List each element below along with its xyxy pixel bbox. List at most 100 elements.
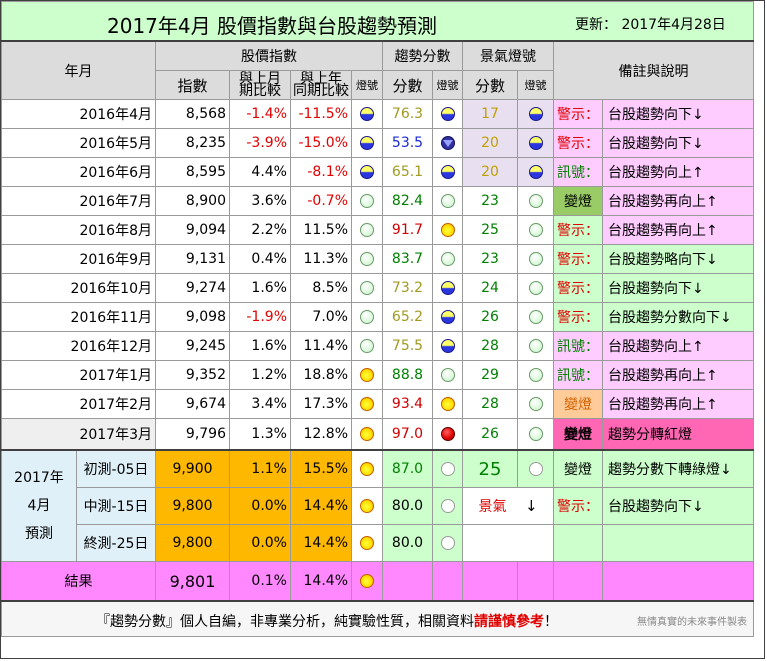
header-trend-light: 燈號: [432, 70, 463, 100]
down-arrow-icon: ↓: [524, 497, 538, 515]
green-light-icon: [517, 186, 554, 216]
row-mom: 3.6%: [229, 186, 291, 216]
note-desc: 台股趨勢略向下↓: [602, 244, 754, 274]
forecast-row: 中測-15日 9,800 0.0% 14.4% 80.0 景氣 ↓ 警示： 台股…: [2, 487, 754, 525]
row-trend-score: 91.7: [382, 215, 433, 245]
row-index: 9,674: [155, 389, 230, 419]
row-trend-score: 88.8: [382, 360, 433, 390]
row-mom: 1.3%: [229, 418, 291, 451]
forecast-row: 終測-25日 9,800 0.0% 14.4% 80.0: [2, 524, 754, 562]
updated-date: 更新： 2017年4月28日: [575, 17, 726, 33]
row-mom: 2.2%: [229, 215, 291, 245]
green-light-icon: [432, 186, 463, 216]
row-boom-score: 28: [462, 331, 518, 361]
empty-cell: [462, 524, 554, 562]
empty-cell: [517, 561, 554, 602]
green-light-icon: [351, 186, 383, 216]
page-title: 2017年4月 股價指數與台股趨勢預測: [107, 14, 437, 38]
forecast-trend-score: 87.0: [382, 449, 433, 488]
row-year-month: 2016年11月: [1, 302, 156, 332]
row-year-month: 2016年9月: [1, 244, 156, 274]
table-row: 2016年4月 8,568 -1.4% -11.5% 76.3 17 警示： 台…: [1, 99, 754, 129]
empty-cell: [553, 561, 603, 602]
green-light-icon: [351, 331, 383, 361]
row-index: 8,235: [155, 128, 230, 158]
note-desc: 台股趨勢再向上↑: [602, 186, 754, 216]
row-boom-score: 26: [462, 302, 518, 332]
forecast-yoy: 14.4%: [290, 524, 352, 562]
result-index: 9,801: [155, 561, 230, 602]
row-boom-score: 29: [462, 360, 518, 390]
table-row: 2016年12月 9,245 1.6% 11.4% 75.5 28 訊號： 台股…: [1, 331, 754, 361]
note-desc: 台股趨勢向下↓: [602, 487, 754, 525]
note-desc: 台股趨勢向下↓: [602, 128, 754, 158]
row-year-month: 2016年7月: [1, 186, 156, 216]
row-yoy: 11.5%: [290, 215, 352, 245]
blue-down-triangle-icon: [432, 128, 463, 158]
row-mom: 0.4%: [229, 244, 291, 274]
empty-cell: [462, 561, 518, 602]
row-yoy: 12.8%: [290, 418, 352, 451]
green-light-icon: [517, 244, 554, 274]
row-year-month: 2016年8月: [1, 215, 156, 245]
note-label: 警示：: [553, 215, 603, 245]
table-row: 2016年8月 9,094 2.2% 11.5% 91.7 25 警示： 台股趨…: [1, 215, 754, 245]
green-light-icon: [517, 215, 554, 245]
result-yoy: 14.4%: [290, 561, 352, 602]
row-trend-score: 65.2: [382, 302, 433, 332]
forecast-yoy: 14.4%: [290, 487, 352, 525]
row-yoy: 11.4%: [290, 331, 352, 361]
table-row: 2017年3月 9,796 1.3% 12.8% 97.0 26 變燈 趨勢分轉…: [1, 418, 754, 451]
row-index: 9,094: [155, 215, 230, 245]
row-mom: 1.2%: [229, 360, 291, 390]
forecast-label: 初測-05日: [76, 449, 156, 488]
row-yoy: -11.5%: [290, 99, 352, 129]
header-boom-group: 景氣燈號: [462, 40, 554, 71]
blue-light-icon: [517, 99, 554, 129]
row-yoy: -15.0%: [290, 128, 352, 158]
table-row: 2016年9月 9,131 0.4% 11.3% 83.7 23 警示： 台股趨…: [1, 244, 754, 274]
row-mom: 1.6%: [229, 331, 291, 361]
forecast-label: 終測-25日: [76, 524, 156, 562]
forecast-index: 9,800: [155, 524, 230, 562]
table-row: 2016年11月 9,098 -1.9% 7.0% 65.2 26 警示： 台股…: [1, 302, 754, 332]
green-light-icon: [517, 273, 554, 303]
note-desc: 台股趨勢向下↓: [602, 99, 754, 129]
row-trend-score: 75.5: [382, 331, 433, 361]
pale-light-icon: [432, 524, 463, 562]
table-row: 2017年2月 9,674 3.4% 17.3% 93.4 28 變燈 台股趨勢…: [1, 389, 754, 419]
row-index: 9,274: [155, 273, 230, 303]
table-row: 2017年1月 9,352 1.2% 18.8% 88.8 29 訊號： 台股趨…: [1, 360, 754, 390]
empty-cell: [432, 561, 463, 602]
forecast-mom: 1.1%: [229, 449, 291, 488]
blue-light-icon: [432, 99, 463, 129]
green-light-icon: [517, 302, 554, 332]
empty-cell: [602, 561, 754, 602]
row-boom-score: 26: [462, 418, 518, 451]
yellow-red-light-icon: [351, 524, 383, 562]
note-desc: 趨勢分轉紅燈: [602, 418, 754, 451]
row-yoy: 18.8%: [290, 360, 352, 390]
row-year-month: 2016年6月: [1, 157, 156, 187]
row-index: 8,595: [155, 157, 230, 187]
green-light-icon: [351, 215, 383, 245]
row-trend-score: 65.1: [382, 157, 433, 187]
result-mom: 0.1%: [229, 561, 291, 602]
note-desc: 台股趨勢向上↑: [602, 331, 754, 361]
row-yoy: -0.7%: [290, 186, 352, 216]
row-boom-score: 20: [462, 128, 518, 158]
blue-light-icon: [351, 99, 383, 129]
green-light-icon: [432, 244, 463, 274]
note-label: 變燈: [553, 418, 603, 451]
footer: 『趨勢分數』個人自編，非專業分析，純實驗性質，相關資料請謹慎參考！ 無情真實的未…: [1, 600, 754, 637]
row-year-month: 2017年3月: [1, 418, 156, 451]
note-desc: 台股趨勢分數向下↓: [602, 302, 754, 332]
note-label: 警示：: [553, 128, 603, 158]
forecast-table: 2017年4月 股價指數與台股趨勢預測 更新： 2017年4月28日 年月 股價…: [1, 1, 754, 637]
blue-light-icon: [432, 302, 463, 332]
note-label: 訊號：: [553, 157, 603, 187]
forecast-yoy: 15.5%: [290, 449, 352, 488]
row-boom-score: 23: [462, 186, 518, 216]
note-desc: 台股趨勢再向上↑: [602, 360, 754, 390]
